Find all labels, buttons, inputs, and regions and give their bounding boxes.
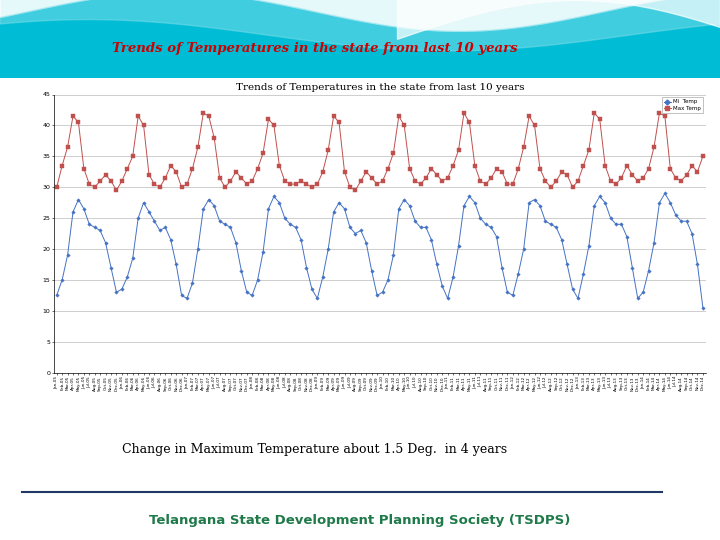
Text: Trends of Temperatures in the state from last 10 years: Trends of Temperatures in the state from… [112, 42, 517, 55]
Text: Change in Maximum Temperature about 1.5 Deg.  in 4 years: Change in Maximum Temperature about 1.5 … [122, 443, 508, 456]
Legend: Mi  Temp, Max Temp: Mi Temp, Max Temp [662, 97, 703, 113]
Text: Telangana State Development Planning Society (TSDPS): Telangana State Development Planning Soc… [149, 514, 571, 526]
Title: Trends of Temperatures in the state from last 10 years: Trends of Temperatures in the state from… [235, 83, 524, 92]
